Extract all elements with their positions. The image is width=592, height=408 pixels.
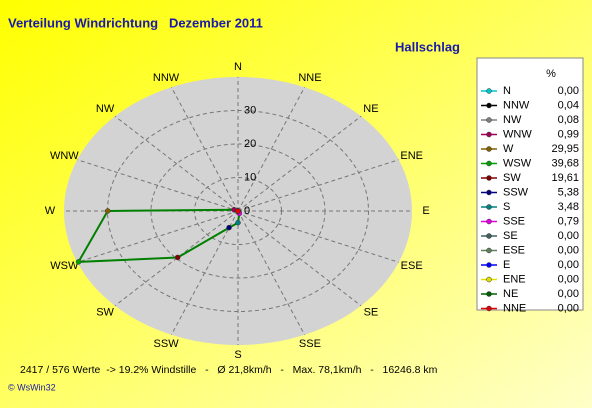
grid-spoke	[237, 210, 399, 263]
direction-label: SW	[96, 307, 114, 319]
r-tick-label: 30	[244, 104, 256, 116]
legend-label: ENE	[503, 273, 526, 285]
grid-spoke	[77, 159, 239, 212]
direction-label: WSW	[50, 260, 79, 272]
grid-spoke	[237, 159, 399, 212]
legend-marker	[486, 291, 492, 297]
wind-point	[104, 208, 111, 214]
legend-marker	[486, 276, 492, 283]
legend-label: NNE	[503, 302, 526, 314]
wind-point	[226, 224, 232, 231]
chart-title: Verteilung Windrichtung Dezember 2011	[8, 15, 263, 30]
legend-value: 0,04	[558, 99, 579, 111]
legend-label: SE	[503, 230, 518, 242]
legend-label: S	[503, 201, 510, 213]
footer-stats: 2417 / 576 Werte -> 19.2% Windstille - Ø…	[20, 364, 438, 376]
wind-point	[174, 254, 181, 261]
direction-label: WNW	[50, 150, 79, 162]
legend-label: SSW	[503, 186, 529, 198]
grid-spoke	[237, 86, 306, 212]
legend-value: 0,00	[558, 273, 579, 285]
legend-marker	[486, 218, 492, 225]
legend-label: ESE	[503, 244, 525, 256]
legend-value: 0,99	[558, 128, 579, 140]
direction-label: NE	[363, 103, 378, 115]
legend-value: 0,00	[558, 288, 579, 300]
legend-marker	[486, 305, 492, 312]
legend-marker	[486, 102, 492, 109]
grid-spoke	[114, 115, 239, 212]
direction-label: ESE	[401, 260, 423, 272]
grid-spoke	[77, 210, 239, 263]
wind-point	[75, 259, 82, 265]
legend-value: 0,00	[558, 259, 579, 271]
legend-value: 0,08	[558, 114, 579, 126]
legend-value: 0,00	[558, 85, 579, 97]
direction-label: NW	[96, 103, 115, 115]
direction-label: SSW	[154, 338, 180, 350]
wind-point	[235, 208, 241, 214]
station-name: Hallschlag	[395, 39, 460, 54]
direction-label: SSE	[299, 338, 321, 350]
direction-label: S	[234, 349, 241, 361]
legend-marker	[486, 146, 492, 152]
legend-label: WNW	[503, 128, 532, 140]
legend-value: 0,79	[558, 215, 579, 227]
legend-marker	[486, 189, 492, 196]
legend-label: N	[503, 85, 511, 97]
legend-header: %	[546, 68, 556, 80]
legend-value: 3,48	[558, 201, 579, 213]
grid-spoke	[170, 210, 239, 336]
direction-label: E	[422, 205, 429, 217]
legend-label: E	[503, 259, 510, 271]
legend-marker	[486, 160, 492, 167]
legend-value: 5,38	[558, 186, 579, 198]
legend-marker	[486, 262, 492, 268]
legend-label: NW	[503, 114, 522, 126]
legend-marker	[486, 175, 492, 181]
direction-label: SE	[364, 307, 379, 319]
legend-value: 0,00	[558, 302, 579, 314]
credit: © WsWin32	[8, 382, 56, 392]
legend-marker	[486, 247, 492, 254]
legend-marker	[486, 204, 492, 210]
legend-label: SW	[503, 172, 521, 184]
legend-label: WSW	[503, 157, 532, 169]
legend-marker	[486, 131, 492, 138]
direction-label: W	[45, 205, 56, 217]
legend-value: 0,00	[558, 230, 579, 242]
grid-spoke	[170, 86, 239, 212]
legend-value: 29,95	[551, 143, 579, 155]
r-tick-label: 0	[244, 205, 250, 217]
grid-spoke	[237, 115, 362, 212]
direction-label: NNE	[298, 72, 321, 84]
wind-point	[235, 219, 241, 226]
direction-label: ENE	[400, 150, 423, 162]
r-tick-label: 10	[244, 171, 256, 183]
grid-spoke	[237, 210, 362, 307]
legend-value: 19,61	[551, 172, 579, 184]
legend-marker	[486, 233, 492, 239]
r-tick-label: 20	[244, 138, 256, 150]
legend-label: SSE	[503, 215, 525, 227]
direction-label: NNW	[153, 72, 180, 84]
legend-value: 0,00	[558, 244, 579, 256]
legend-value: 39,68	[551, 157, 579, 169]
grid-spoke	[237, 210, 306, 336]
legend-box	[476, 57, 584, 311]
legend-label: W	[503, 143, 514, 155]
legend-marker	[486, 117, 492, 123]
direction-label: N	[234, 61, 242, 73]
legend-label: NE	[503, 288, 518, 300]
legend-label: NNW	[503, 99, 530, 111]
legend-marker	[486, 88, 492, 94]
